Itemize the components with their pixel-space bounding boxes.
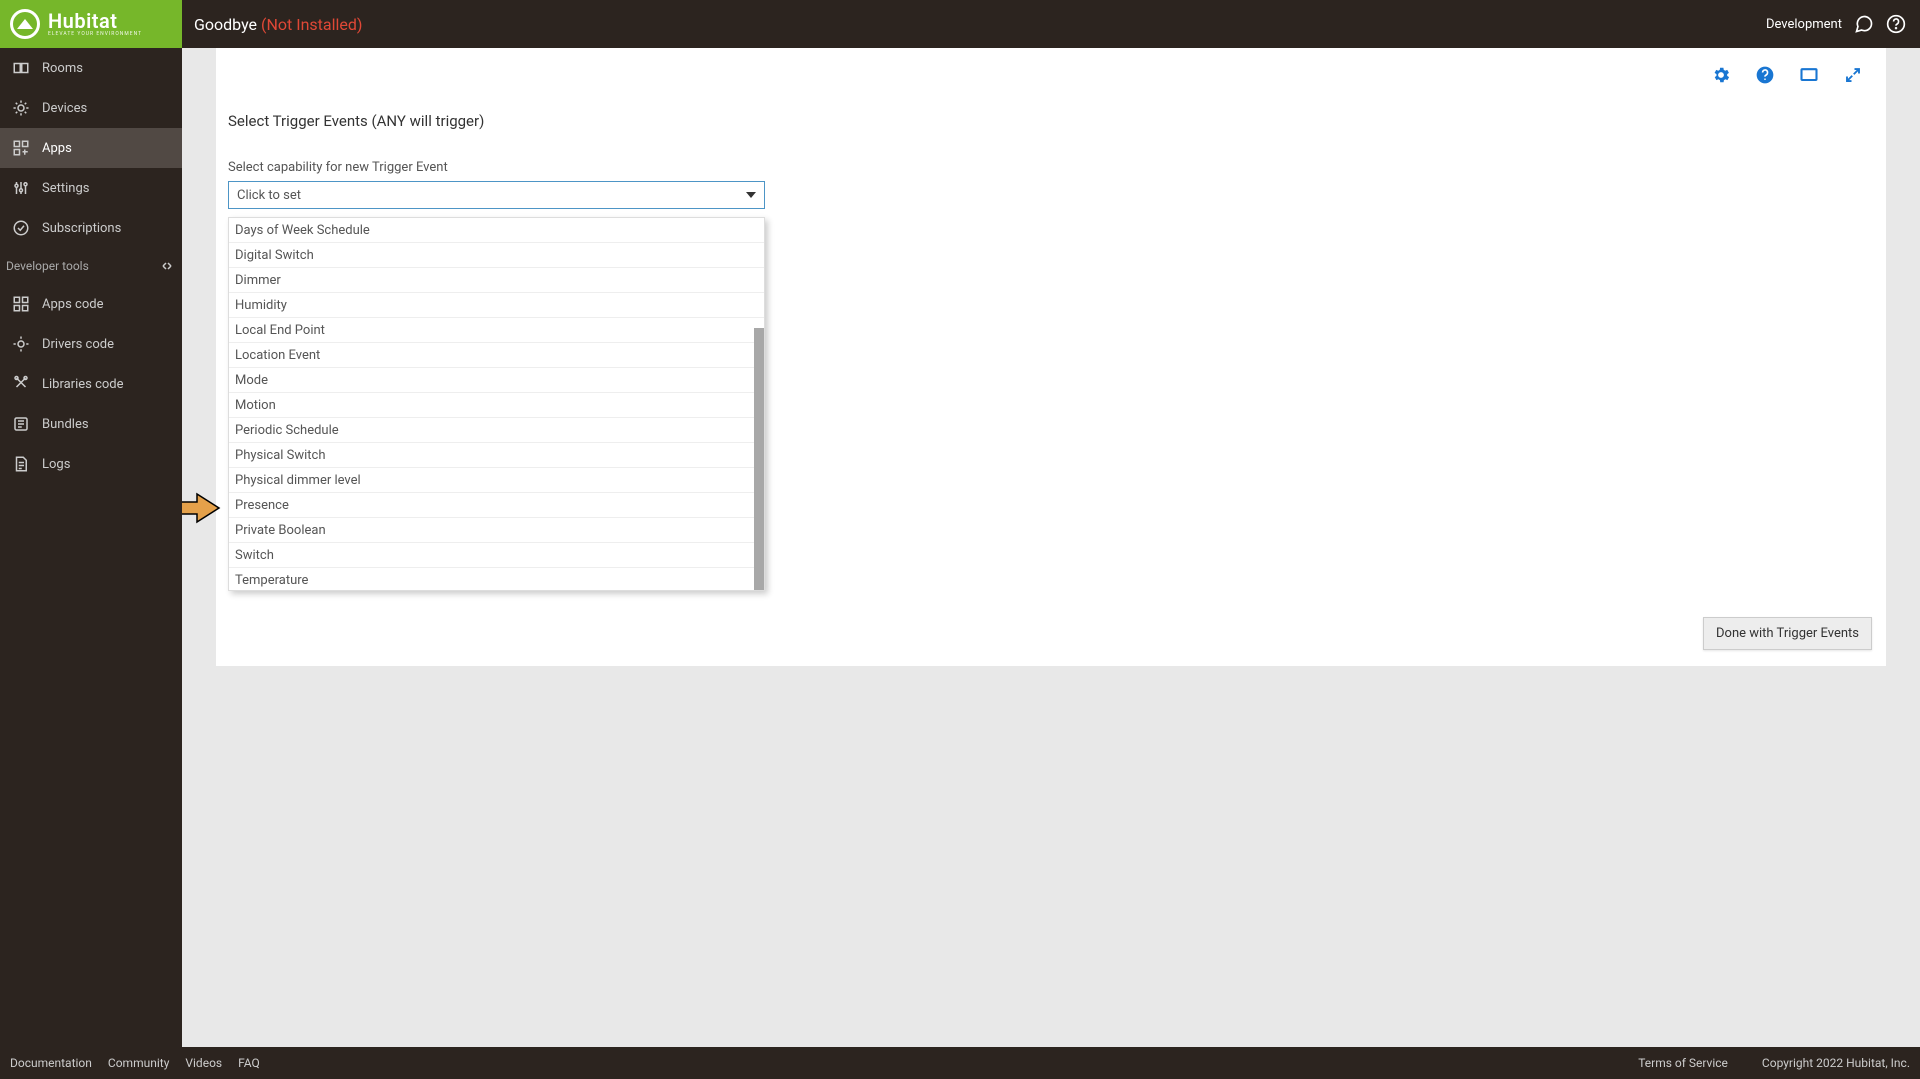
footer: Documentation Community Videos FAQ Terms of… <box>0 1047 1920 1079</box>
sidebar: Rooms Devices Apps Settings Subscriptions De… <box>0 48 182 1047</box>
dropdown-item[interactable]: Physical Switch <box>229 443 764 468</box>
apps-code-icon <box>12 295 30 313</box>
done-button[interactable]: Done with Trigger Events <box>1703 617 1872 650</box>
settings-icon <box>12 179 30 197</box>
dropdown-item[interactable]: Switch <box>229 543 764 568</box>
copyright: Copyright 2022 Hubitat, Inc. <box>1762 1056 1910 1070</box>
brand-tagline: ELEVATE YOUR ENVIRONMENT <box>48 31 142 37</box>
sidebar-item-label: Settings <box>42 181 89 196</box>
dropdown-item[interactable]: Presence <box>229 493 764 518</box>
help-icon[interactable] <box>1886 14 1906 34</box>
panel: Select Trigger Events (ANY will trigger)… <box>216 48 1886 666</box>
select-placeholder: Click to set <box>237 188 301 203</box>
install-status: (Not Installed) <box>261 15 362 34</box>
sidebar-item-subscriptions[interactable]: Subscriptions <box>0 208 182 248</box>
sidebar-item-label: Apps code <box>42 297 103 312</box>
content-area: Select Trigger Events (ANY will trigger)… <box>182 48 1920 1047</box>
title-text: Goodbye <box>194 15 257 34</box>
field-label: Select capability for new Trigger Event <box>228 160 1886 175</box>
sidebar-item-drivers-code[interactable]: Drivers code <box>0 324 182 364</box>
bundles-icon <box>12 415 30 433</box>
section-title: Select Trigger Events (ANY will trigger) <box>228 112 1886 130</box>
sidebar-item-label: Devices <box>42 101 87 116</box>
sidebar-item-label: Bundles <box>42 417 89 432</box>
dropdown-item[interactable]: Days of Week Schedule <box>229 218 764 243</box>
sidebar-item-rooms[interactable]: Rooms <box>0 48 182 88</box>
sidebar-item-label: Drivers code <box>42 337 114 352</box>
sidebar-item-label: Logs <box>42 457 70 472</box>
logo[interactable]: Hubitat ELEVATE YOUR ENVIRONMENT <box>0 0 182 48</box>
subscriptions-icon <box>12 219 30 237</box>
dropdown-item[interactable]: Digital Switch <box>229 243 764 268</box>
footer-link-faq[interactable]: FAQ <box>238 1056 260 1070</box>
sidebar-item-settings[interactable]: Settings <box>0 168 182 208</box>
dropdown-item[interactable]: Mode <box>229 368 764 393</box>
dropdown-item[interactable]: Dimmer <box>229 268 764 293</box>
footer-link-community[interactable]: Community <box>108 1056 169 1070</box>
drivers-code-icon <box>12 335 30 353</box>
logs-icon <box>12 455 30 473</box>
chat-icon[interactable] <box>1854 14 1874 34</box>
dropdown-item[interactable]: Temperature <box>229 568 764 590</box>
dropdown-item[interactable]: Private Boolean <box>229 518 764 543</box>
apps-icon <box>12 139 30 157</box>
brand-name: Hubitat <box>48 11 142 31</box>
page-title: Goodbye (Not Installed) <box>194 15 362 34</box>
capability-dropdown: Days of Week ScheduleDigital SwitchDimme… <box>228 217 765 591</box>
footer-link-videos[interactable]: Videos <box>185 1056 222 1070</box>
arrow-annotation <box>182 492 221 524</box>
sidebar-item-bundles[interactable]: Bundles <box>0 404 182 444</box>
sidebar-item-label: Libraries code <box>42 377 124 392</box>
sidebar-item-apps[interactable]: Apps <box>0 128 182 168</box>
scrollbar[interactable] <box>754 328 764 590</box>
dropdown-item[interactable]: Physical dimmer level <box>229 468 764 493</box>
sidebar-item-logs[interactable]: Logs <box>0 444 182 484</box>
sidebar-item-libraries-code[interactable]: Libraries code <box>0 364 182 404</box>
sidebar-item-apps-code[interactable]: Apps code <box>0 284 182 324</box>
dropdown-item[interactable]: Humidity <box>229 293 764 318</box>
collapse-icon[interactable] <box>162 261 172 271</box>
dropdown-item[interactable]: Local End Point <box>229 318 764 343</box>
gear-icon[interactable] <box>1710 64 1732 86</box>
dropdown-item[interactable]: Motion <box>229 393 764 418</box>
sidebar-item-label: Apps <box>42 141 72 156</box>
capability-select[interactable]: Click to set <box>228 181 765 209</box>
footer-link-documentation[interactable]: Documentation <box>10 1056 92 1070</box>
dev-tools-label: Developer tools <box>6 259 89 273</box>
sidebar-item-label: Subscriptions <box>42 221 121 236</box>
env-label: Development <box>1766 17 1842 32</box>
dropdown-item[interactable]: Periodic Schedule <box>229 418 764 443</box>
chevron-down-icon <box>746 192 756 198</box>
expand-icon[interactable] <box>1842 64 1864 86</box>
rooms-icon <box>12 59 30 77</box>
terms-link[interactable]: Terms of Service <box>1638 1056 1728 1070</box>
logo-icon <box>10 9 40 39</box>
screen-icon[interactable] <box>1798 64 1820 86</box>
question-icon[interactable] <box>1754 64 1776 86</box>
libraries-code-icon <box>12 375 30 393</box>
devices-icon <box>12 99 30 117</box>
dropdown-item[interactable]: Location Event <box>229 343 764 368</box>
topbar: Hubitat ELEVATE YOUR ENVIRONMENT Goodbye… <box>0 0 1920 48</box>
dev-tools-header[interactable]: Developer tools <box>0 248 182 284</box>
sidebar-item-devices[interactable]: Devices <box>0 88 182 128</box>
sidebar-item-label: Rooms <box>42 61 83 76</box>
